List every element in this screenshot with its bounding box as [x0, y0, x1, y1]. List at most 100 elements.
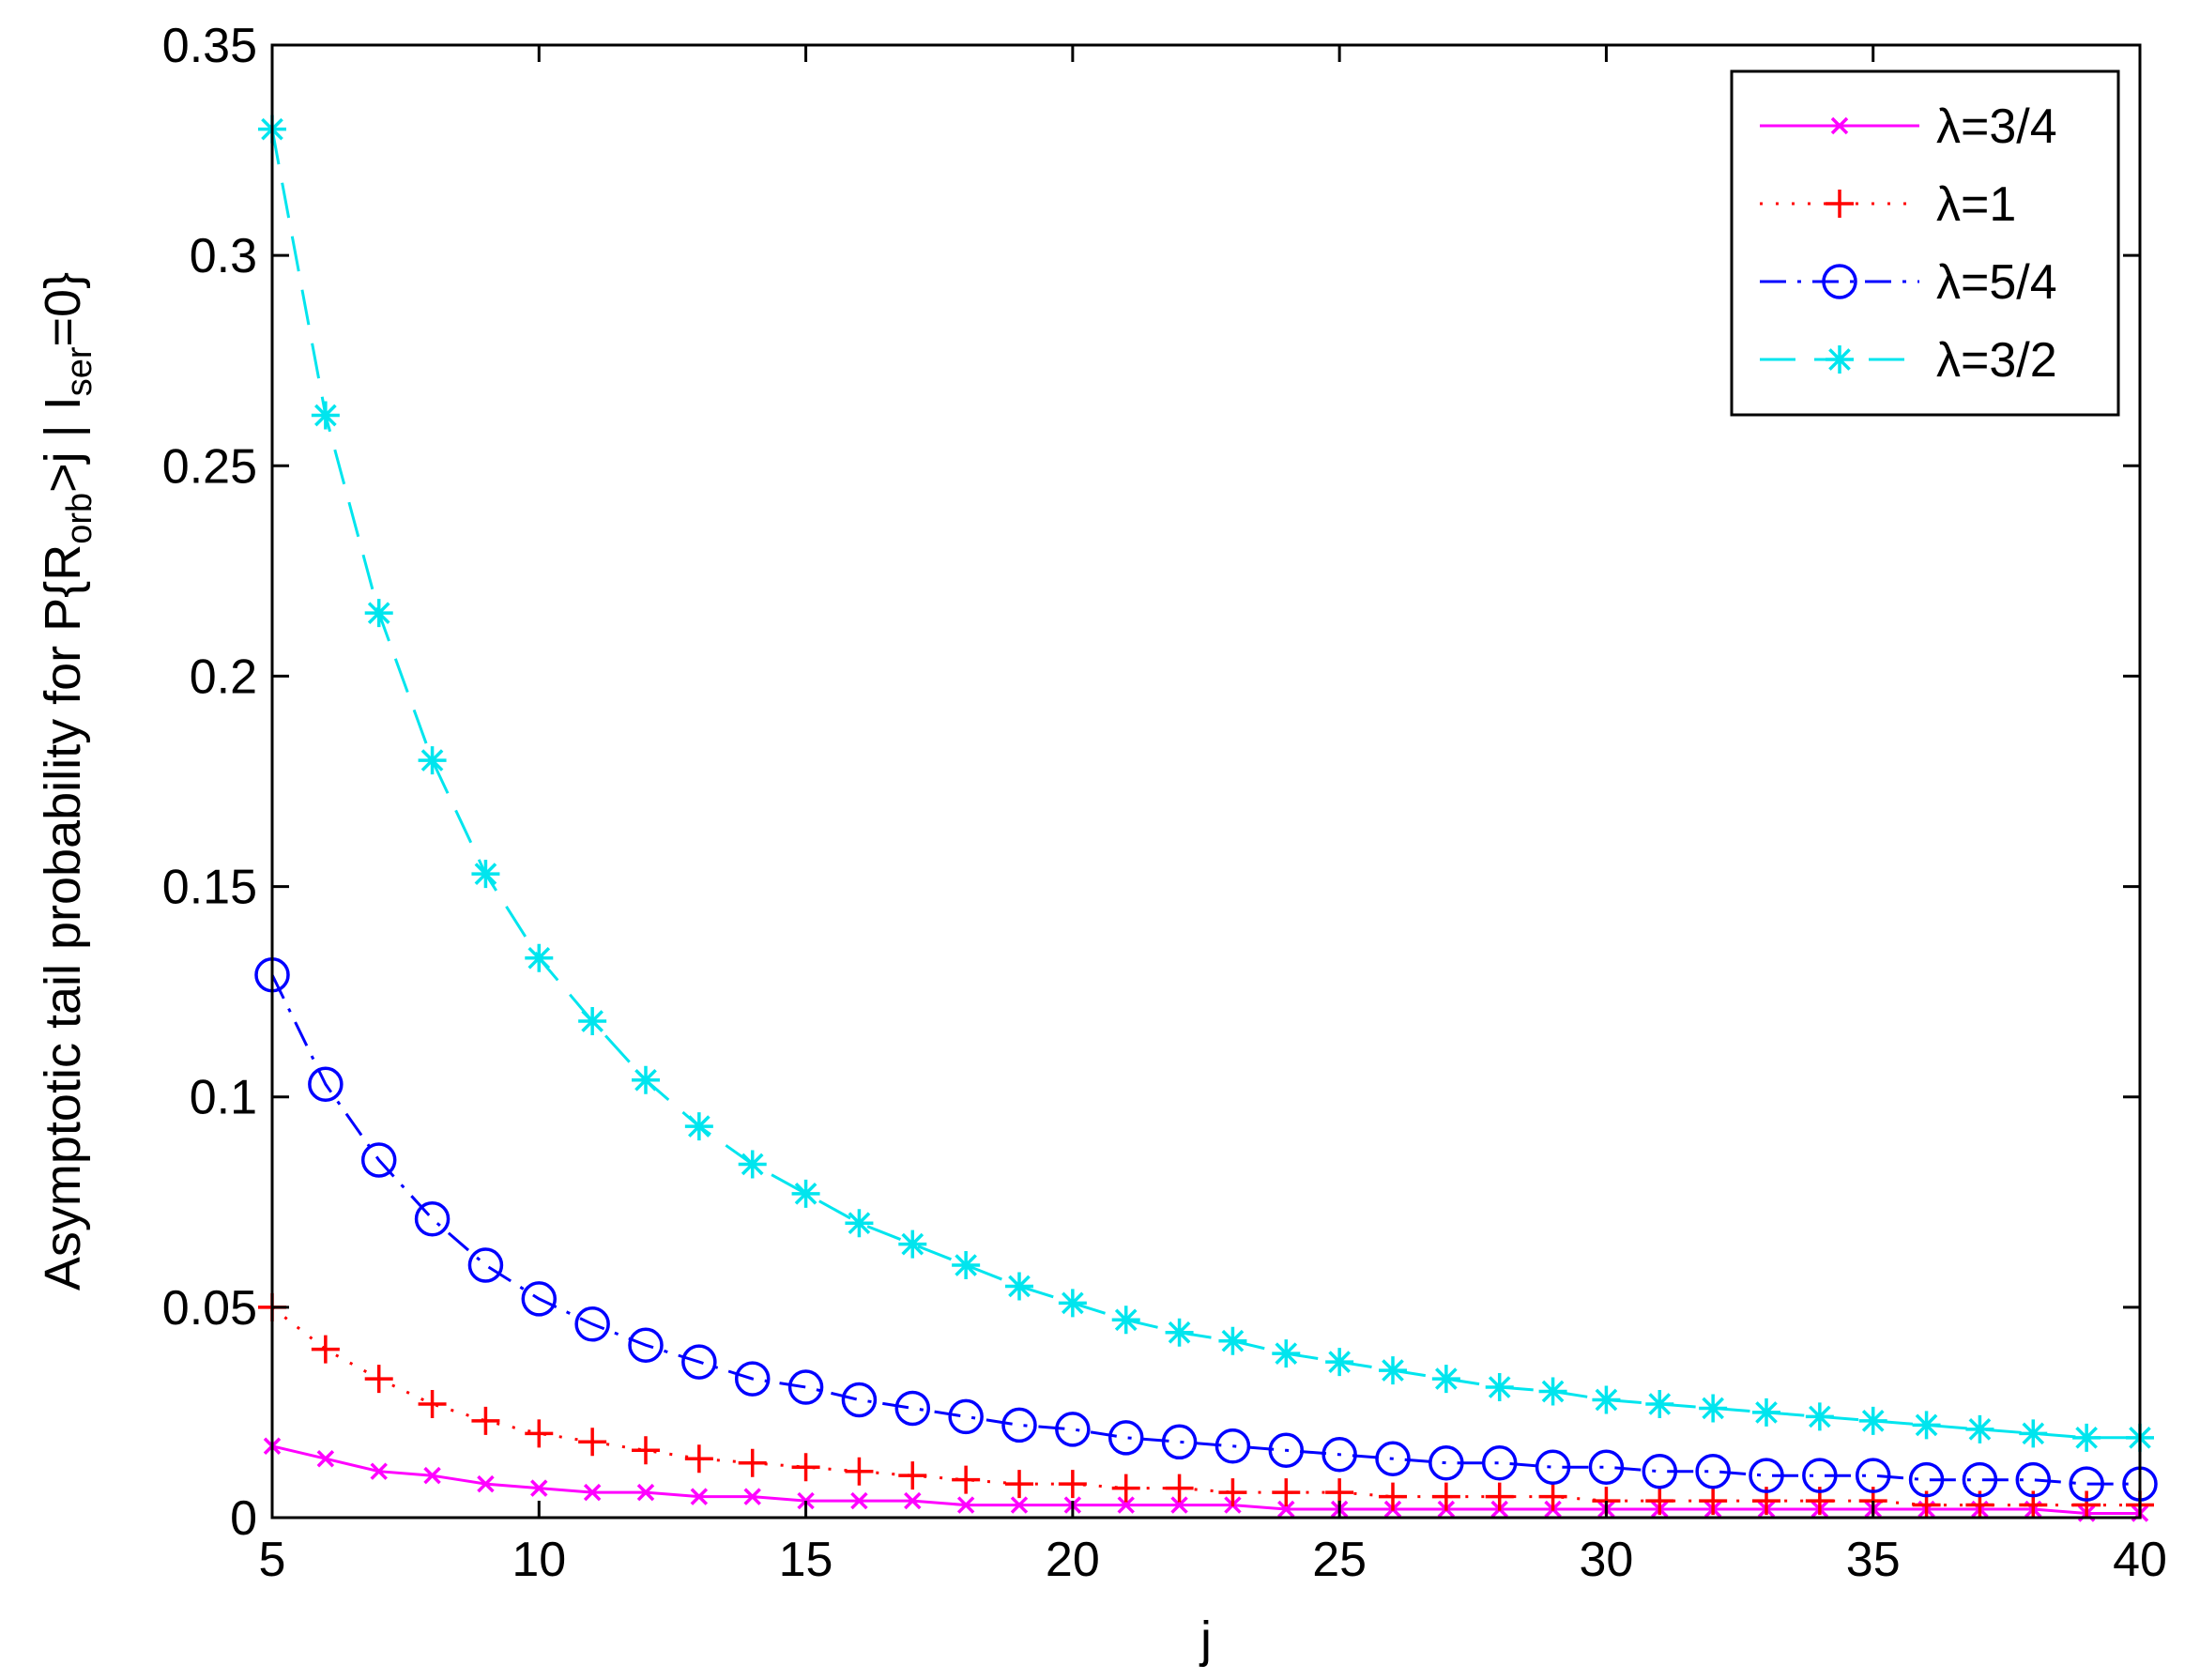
series-3-point [578, 1007, 607, 1036]
series-2-point [1642, 1453, 1678, 1489]
series-1-point [578, 1428, 607, 1457]
y-tick-label: 0.25 [162, 439, 257, 494]
series-0-point [1277, 1500, 1295, 1519]
series-2-point [1588, 1449, 1625, 1485]
series-1-point [898, 1461, 927, 1490]
series-2-point [628, 1327, 664, 1363]
series-0-point [1010, 1496, 1029, 1514]
series-2-point [414, 1200, 451, 1237]
series-2-point [1161, 1424, 1198, 1460]
y-tick-label: 0.2 [190, 649, 257, 704]
series-1-point [738, 1448, 767, 1477]
series-3-point [1645, 1389, 1674, 1418]
y-axis-label-suffix: =0} [35, 272, 91, 347]
legend-label: λ=1 [1936, 177, 2016, 232]
x-tick-label: 30 [1580, 1533, 1634, 1587]
series-layer [254, 115, 2158, 1522]
series-3-point [1165, 1318, 1194, 1347]
series-1-point [1699, 1487, 1728, 1516]
plot-frame [270, 43, 2142, 1520]
series-1-point [1218, 1478, 1247, 1507]
series-1-point [2072, 1490, 2101, 1520]
series-2-point [2069, 1466, 2104, 1502]
series-2-point [1428, 1444, 1464, 1481]
series-1-point [1645, 1487, 1674, 1516]
series-2-point [1802, 1458, 1838, 1493]
legend-entry-2: λ=5/4 [1760, 255, 2057, 310]
series-1-point [952, 1465, 981, 1494]
series-2-point [360, 1142, 397, 1178]
series-2-point [521, 1281, 558, 1317]
series-0-point [583, 1483, 602, 1502]
series-2-point [1322, 1437, 1357, 1473]
legend-label: λ=3/4 [1936, 99, 2057, 154]
y-axis-label-sub2: ser [60, 346, 99, 396]
series-3-point [1485, 1373, 1514, 1402]
series-0-point [316, 1450, 335, 1468]
series-2-point [1215, 1428, 1251, 1464]
series-3-point [1005, 1272, 1033, 1301]
series-3-point [1965, 1414, 1994, 1443]
x-tick-label: 35 [1846, 1533, 1901, 1587]
series-0-line [271, 1444, 2140, 1515]
series-3-point [952, 1251, 981, 1280]
series-3-point [1325, 1348, 1354, 1377]
series-1-point [525, 1419, 554, 1448]
series-2-point [1268, 1432, 1305, 1469]
series-1-point [845, 1457, 874, 1486]
series-3-point [311, 401, 340, 430]
series-1-point [364, 1365, 393, 1394]
series-2-point [467, 1247, 504, 1283]
series-3-point [1858, 1406, 1887, 1435]
series-0-point [1117, 1496, 1135, 1514]
legend-entry-1: λ=1 [1760, 177, 2016, 232]
series-2-point [1908, 1461, 1945, 1498]
series-2-point [681, 1344, 717, 1380]
x-tick-label: 20 [1046, 1533, 1100, 1587]
series-3-point [632, 1065, 660, 1094]
series-0-point [477, 1474, 495, 1493]
series-1-point [1485, 1482, 1514, 1511]
series-2-point [1962, 1461, 1998, 1498]
series-2-point [1375, 1441, 1411, 1476]
legend-label: λ=5/4 [1936, 255, 2057, 310]
series-3 [258, 115, 2154, 1452]
y-tick-label: 0.05 [162, 1281, 257, 1336]
series-3-point [1379, 1356, 1407, 1385]
legend: λ=3/4 λ=1 λ=5/4 λ=3/2 [1730, 69, 2120, 417]
series-1-point [418, 1389, 447, 1418]
x-tick-label: 10 [512, 1533, 566, 1587]
series-3-point [364, 599, 393, 628]
series-3-point [1805, 1402, 1834, 1431]
series-2-line [270, 974, 2140, 1486]
series-2-point [734, 1361, 771, 1397]
series-3-point [2072, 1423, 2101, 1452]
series-3-point [1431, 1365, 1460, 1394]
series-2-point [2015, 1461, 2052, 1498]
series-3-point [525, 943, 554, 972]
x-tick-label: 25 [1312, 1533, 1367, 1587]
series-1-point [1005, 1470, 1033, 1499]
series-1-point [1058, 1470, 1087, 1499]
series-3-point [738, 1150, 767, 1179]
series-1-point [311, 1335, 340, 1364]
series-2-point [841, 1382, 878, 1418]
y-tick-label: 0.35 [162, 19, 257, 73]
x-tick-label: 5 [259, 1533, 286, 1587]
series-3-point [2019, 1419, 2048, 1448]
series-1-point [1111, 1474, 1140, 1503]
y-tick-label: 0.3 [190, 229, 257, 283]
series-1-point [791, 1453, 820, 1482]
series-3-point [898, 1229, 927, 1259]
series-3-point [791, 1179, 820, 1208]
series-0-point [636, 1483, 655, 1502]
x-tick-label: 15 [779, 1533, 833, 1587]
y-axis-label-middle: >j | I [35, 396, 91, 493]
y-tick-label: 0 [230, 1491, 257, 1546]
series-3-point [471, 860, 500, 889]
series-1-point [684, 1444, 713, 1474]
legend-marker [1822, 264, 1857, 299]
legend-entry-0: λ=3/4 [1760, 99, 2057, 154]
tick-layer: 5 10 15 20 25 30 35 40 0 0.05 0.1 0.15 0.2 0.25 0.3 0.3… [162, 19, 2167, 1587]
series-1-point [632, 1436, 660, 1465]
